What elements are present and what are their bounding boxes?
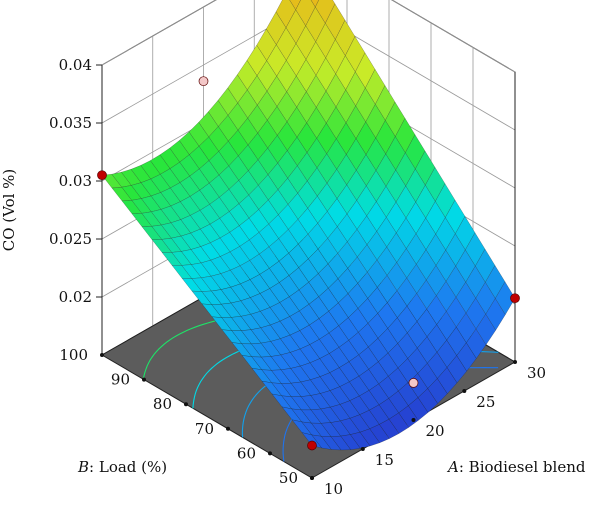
x-tick-label: 15 [375,451,394,469]
x-tick-label: 30 [527,364,546,382]
y-tick-label: 60 [237,444,256,462]
x-tick-mark [462,389,467,393]
y-axis-label-text: : Load (%) [89,458,167,476]
z-axis-label: CO (Vol %) [0,169,18,252]
y-tick-label: 90 [111,371,130,389]
y-axis-label-prefix: B [77,458,89,476]
x-tick-label: 10 [324,480,343,498]
z-gridline [101,0,516,73]
x-tick-label: 25 [476,393,495,411]
surface-cell [310,0,320,8]
x-axis-label-prefix: A [446,458,459,476]
y-tick-mark [268,451,272,456]
x-tick-mark [310,476,314,480]
surface-cell [301,432,323,449]
x-tick-mark [360,447,365,451]
design-point-6 [408,378,419,388]
z-tick-label: 0.025 [49,230,92,248]
x-tick-mark [411,418,416,422]
y-tick-label: 100 [59,346,88,364]
y-tick-mark [226,426,230,431]
tick-labels: 0.02 0.025 0.03 0.035 0.04 50 60 70 80 90 100 10 15 2… [49,56,546,498]
x-tick-mark [513,360,517,364]
z-tick-label: 0.03 [59,172,92,190]
y-tick-mark [142,377,146,382]
y-axis-label: B: Load (%) [77,458,167,476]
surface-cell [289,0,301,11]
z-tick-label: 0.02 [59,288,92,306]
y-tick-mark [184,402,188,407]
z-tick-label: 0.04 [59,56,92,74]
y-tick-label: 50 [279,469,298,487]
design-point-3 [307,440,317,451]
design-point-1 [97,170,107,181]
x-axis-label-text: : Biodiesel blend [459,458,586,476]
design-point-5 [198,76,209,87]
design-point-4 [510,293,520,304]
y-tick-label: 80 [153,395,172,413]
response-surface [101,0,516,451]
y-tick-label: 70 [195,420,214,438]
y-tick-mark [100,353,104,357]
x-tick-label: 20 [426,422,445,440]
z-tick-label: 0.035 [49,114,92,132]
x-axis-label: A: Biodiesel blend [446,458,586,476]
design-points [97,76,520,451]
